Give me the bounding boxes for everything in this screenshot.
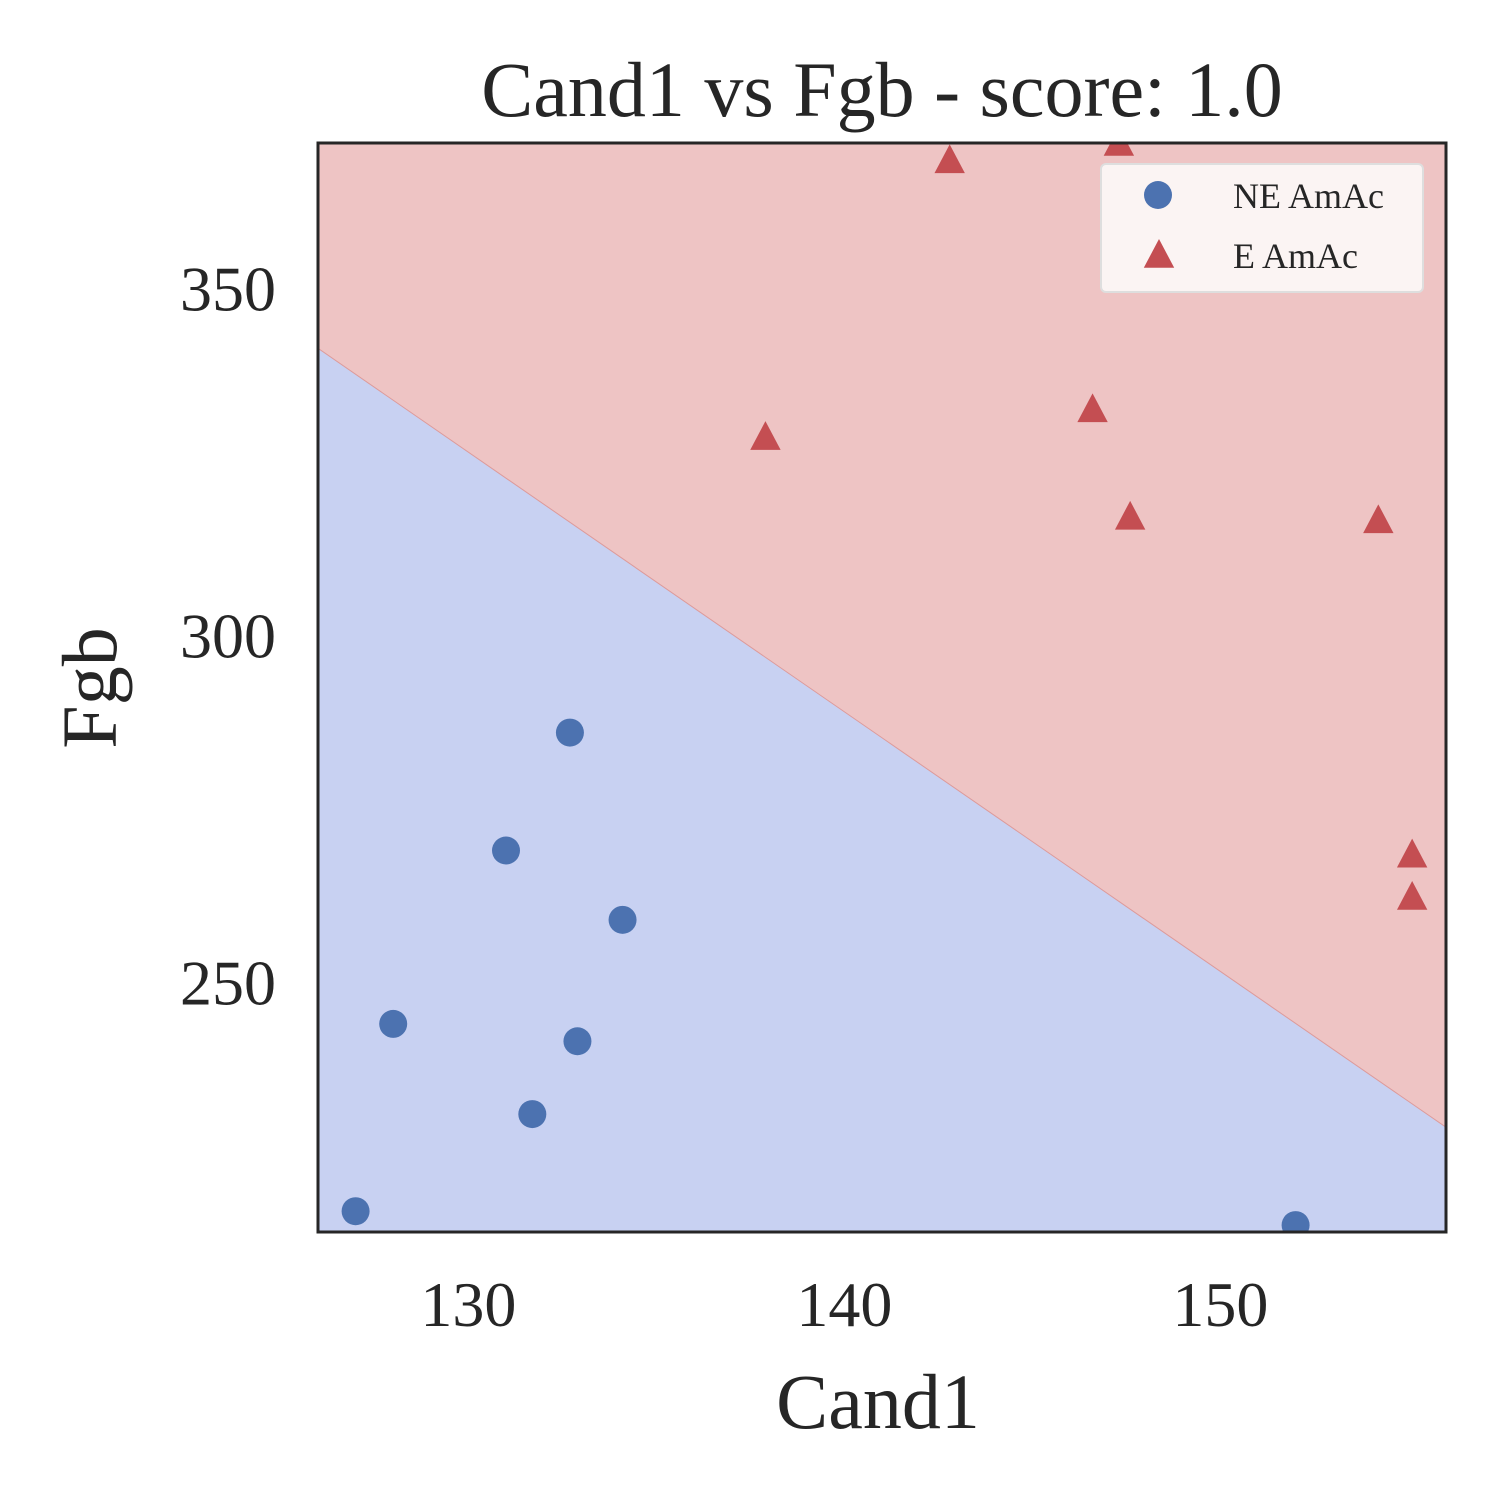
x-tick-label: 130	[420, 1269, 516, 1340]
point-e-amac	[1103, 143, 1135, 156]
chart-title: Cand1 vs Fgb - score: 1.0	[481, 46, 1283, 133]
x-tick-label: 140	[796, 1269, 892, 1340]
point-e-amac	[1396, 838, 1428, 868]
point-ne-amac	[555, 718, 584, 747]
point-e-amac	[1396, 880, 1428, 910]
point-ne-amac	[379, 1009, 408, 1038]
point-ne-amac	[518, 1100, 547, 1129]
legend-marker-e-amac	[1143, 239, 1175, 268]
point-e-amac	[1077, 393, 1108, 423]
x-axis-ticks: 130 140 150	[420, 1269, 1268, 1340]
point-e-amac	[934, 144, 965, 174]
legend: NE AmAc E AmAc	[1100, 163, 1424, 293]
legend-label: NE AmAc	[1233, 176, 1384, 216]
decision-boundary	[318, 347, 1446, 1128]
legend-box	[1100, 163, 1424, 293]
legend-marker-ne-amac	[1144, 181, 1172, 209]
plot-frame	[316, 141, 1448, 1234]
point-ne-amac	[608, 905, 637, 934]
x-axis-label: Cand1	[776, 1358, 980, 1445]
y-axis-ticks: 250 300 350	[180, 254, 276, 1019]
x-tick-label: 150	[1172, 1269, 1268, 1340]
y-tick-label: 350	[180, 254, 276, 325]
region-ne-amac	[318, 348, 1446, 1232]
data-points	[341, 143, 1428, 1232]
region-e-amac	[318, 143, 1446, 1128]
point-ne-amac	[341, 1197, 370, 1226]
point-ne-amac	[563, 1027, 592, 1056]
point-e-amac	[1114, 500, 1146, 530]
y-axis-label: Fgb	[46, 627, 133, 748]
legend-label: E AmAc	[1233, 236, 1358, 276]
point-e-amac	[750, 421, 781, 450]
y-tick-label: 250	[180, 947, 276, 1018]
point-ne-amac	[1281, 1211, 1310, 1232]
decision-regions	[318, 143, 1446, 1232]
point-e-amac	[1363, 504, 1394, 534]
y-tick-label: 300	[180, 600, 276, 671]
point-ne-amac	[492, 836, 520, 865]
